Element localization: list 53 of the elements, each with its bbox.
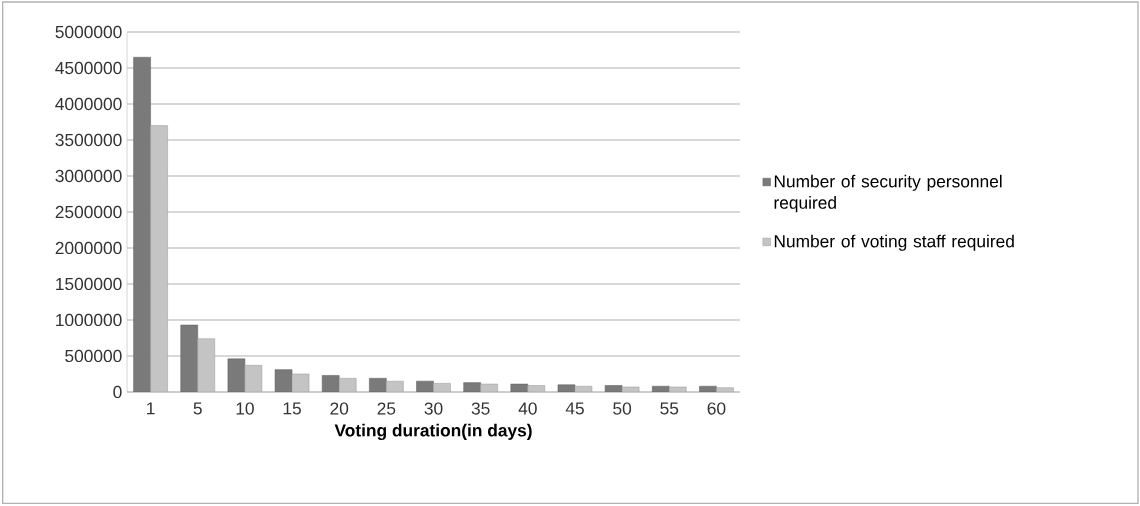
bar	[291, 373, 310, 392]
bar	[244, 365, 263, 392]
y-tick-label: 1500000	[56, 277, 122, 291]
x-axis-title: Voting duration(in days)	[334, 423, 532, 441]
x-tick-label: 55	[660, 402, 679, 415]
y-tick-label: 4500000	[55, 61, 122, 75]
legend-label: Number of voting staff required	[774, 234, 1014, 251]
x-tick-label: 30	[424, 402, 443, 415]
bar	[510, 383, 529, 392]
bar	[321, 375, 340, 392]
bar	[197, 338, 216, 392]
bar	[652, 385, 670, 392]
x-tick-label: 50	[613, 402, 632, 415]
x-tick-label: 5	[193, 402, 202, 415]
y-tick-label: 3500000	[55, 133, 122, 147]
bar	[480, 383, 498, 392]
bar	[274, 369, 293, 392]
x-tick-label: 35	[471, 402, 490, 415]
bar	[621, 386, 640, 392]
bar	[150, 125, 168, 392]
y-tick-label: 3000000	[55, 169, 122, 183]
y-tick-label: 2000000	[55, 241, 122, 255]
legend-label: Number of security personnel required	[774, 174, 1002, 213]
bar	[416, 380, 434, 392]
x-tick-label: 10	[236, 402, 254, 415]
bar	[227, 358, 246, 392]
bar	[433, 383, 451, 392]
x-tick-label: 25	[377, 402, 396, 415]
bar	[369, 378, 387, 392]
bar	[604, 385, 623, 392]
bar	[557, 384, 576, 392]
y-tick-label: 4000000	[55, 97, 122, 111]
bar	[133, 56, 151, 392]
x-tick-label: 1	[147, 402, 155, 415]
bar	[180, 324, 199, 392]
x-tick-label: 45	[565, 402, 584, 415]
x-tick-label: 20	[330, 402, 349, 415]
x-tick-label: 15	[283, 402, 301, 415]
bar	[527, 385, 546, 392]
bar	[386, 380, 404, 392]
bar	[338, 378, 357, 392]
y-tick-label: 2500000	[55, 205, 122, 219]
y-tick-label: 1000000	[56, 313, 122, 327]
x-tick-label: 40	[518, 402, 537, 415]
y-tick-label: 500000	[65, 349, 122, 363]
x-tick-label: 60	[707, 402, 726, 415]
bar	[463, 382, 481, 392]
bar	[699, 385, 717, 392]
y-tick-label: 0	[113, 385, 122, 399]
bar	[716, 387, 734, 392]
y-tick-label: 5000000	[55, 25, 122, 39]
bar	[574, 385, 593, 392]
bar	[669, 386, 687, 392]
